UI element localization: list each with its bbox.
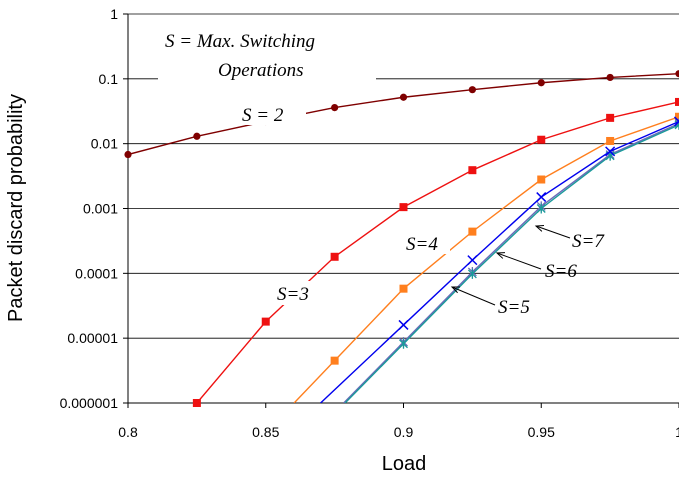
x-tick-label: 0.85 (252, 424, 279, 440)
y-axis-title: Packet discard probability (5, 94, 27, 322)
callout-pointer (535, 225, 571, 239)
data-point (124, 150, 132, 159)
note-background (158, 24, 376, 86)
callout-arrowhead (450, 286, 461, 294)
series-line (320, 120, 679, 403)
data-point (398, 319, 409, 330)
data-point (675, 70, 679, 78)
callout-background (236, 101, 306, 125)
series-label: S=4 (406, 234, 438, 255)
callout-arrowhead (534, 225, 545, 232)
data-point (331, 103, 339, 112)
callout-background (402, 230, 450, 254)
data-point (467, 268, 477, 279)
data-point (330, 252, 339, 261)
data-point (399, 284, 408, 293)
data-point (606, 136, 615, 145)
series-2 (293, 112, 679, 403)
callout-pointer (451, 286, 496, 306)
y-tick-label: 0.001 (83, 201, 118, 217)
data-point (537, 175, 546, 184)
series-3 (343, 118, 679, 403)
series (124, 70, 679, 407)
callout-background (272, 281, 318, 305)
data-point (606, 73, 614, 82)
series-label: S=3 (277, 284, 309, 305)
y-tick-label: 0.00001 (67, 330, 118, 346)
x-tick-label: 0.95 (528, 424, 555, 440)
data-point (537, 135, 546, 144)
data-point (261, 317, 270, 326)
series-label: S=5 (498, 297, 530, 318)
data-point (468, 227, 477, 236)
data-point (606, 113, 615, 122)
series-line (196, 101, 679, 403)
data-point (675, 112, 679, 121)
series-line (343, 122, 679, 403)
data-point (399, 338, 408, 349)
series-label: S = 2 (242, 105, 284, 126)
x-axis-title: Load (382, 453, 427, 475)
callout-pointer (496, 252, 542, 270)
data-point (399, 93, 408, 101)
series-4 (344, 119, 679, 403)
note-line-1: S = Max. Switching (165, 31, 315, 52)
data-point (536, 192, 547, 203)
data-point (330, 356, 339, 365)
y-tick-label: 0.0001 (75, 265, 118, 281)
callout-arrowhead (495, 252, 506, 259)
series-5 (320, 116, 679, 403)
x-tick-label: 1 (675, 424, 679, 440)
axes (123, 13, 679, 408)
data-point (536, 203, 546, 214)
data-point (468, 86, 476, 94)
y-tick-label: 0.1 (99, 71, 119, 87)
data-point (399, 203, 408, 212)
y-tick-label: 0.000001 (60, 395, 119, 411)
data-point (467, 255, 478, 266)
x-tick-label: 0.9 (394, 424, 414, 440)
series-callouts: S = 2 S=3 S=4 S=5 S=6 S=7 (236, 101, 605, 318)
note-line-2: Operations (218, 60, 304, 81)
data-point (605, 146, 616, 157)
data-point (468, 166, 477, 175)
x-tick-label: 0.8 (118, 424, 138, 440)
series-label: S=7 (572, 231, 605, 252)
data-point (537, 79, 545, 87)
y-tick-label: 1 (110, 6, 118, 22)
data-point (675, 97, 679, 106)
series-label: S=6 (545, 261, 577, 282)
series-line (344, 124, 679, 403)
tick-labels: 0.000001 0.00001 0.0001 0.001 0.01 0.1 1 0.8 0.8… (60, 6, 679, 440)
series-1 (192, 97, 679, 407)
y-tick-label: 0.01 (91, 136, 118, 152)
data-point (192, 399, 201, 407)
data-point (673, 116, 679, 127)
data-point (193, 132, 201, 140)
